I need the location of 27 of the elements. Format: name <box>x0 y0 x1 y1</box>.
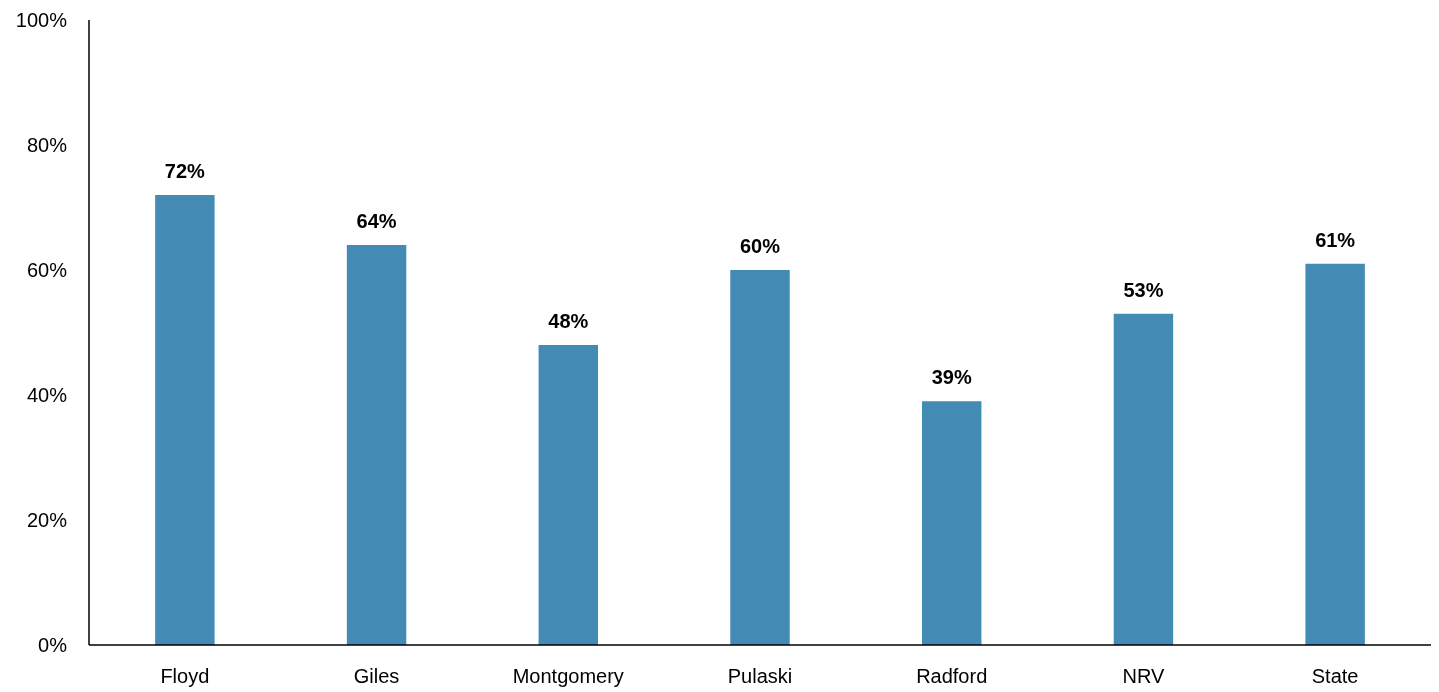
bar <box>155 195 215 645</box>
data-label: 39% <box>931 366 972 389</box>
x-tick-label: Montgomery <box>512 665 624 687</box>
y-tick-label: 80% <box>26 134 68 156</box>
bar <box>922 401 982 645</box>
x-tick-label: NRV <box>1122 665 1166 687</box>
data-label: 64% <box>356 210 397 232</box>
x-tick-label: Floyd <box>160 665 210 687</box>
bar <box>730 270 790 645</box>
y-tick-label: 0% <box>38 634 68 656</box>
bar <box>346 245 407 645</box>
x-tick-label: Radford <box>916 665 988 687</box>
bar <box>1305 263 1365 645</box>
y-tick-label: 20% <box>26 509 68 531</box>
bar <box>538 345 598 645</box>
data-label: 72% <box>164 160 206 182</box>
y-tick-label: 100% <box>15 9 68 31</box>
x-tick-label: Giles <box>353 665 400 687</box>
data-label: 48% <box>548 310 589 332</box>
bar <box>1113 313 1174 645</box>
x-tick-label: State <box>1311 665 1359 687</box>
y-tick-label: 60% <box>26 259 68 281</box>
y-tick-label: 40% <box>26 384 68 406</box>
data-label: 60% <box>739 235 781 257</box>
data-label: 61% <box>1315 228 1356 251</box>
x-tick-label: Pulaski <box>727 665 793 687</box>
data-label: 53% <box>1123 278 1164 301</box>
